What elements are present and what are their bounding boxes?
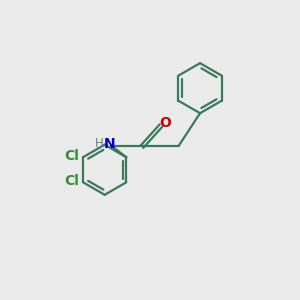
Text: O: O bbox=[159, 116, 171, 130]
Text: N: N bbox=[104, 137, 116, 151]
Text: H: H bbox=[94, 137, 103, 150]
Text: Cl: Cl bbox=[64, 174, 79, 188]
Text: Cl: Cl bbox=[64, 149, 79, 164]
